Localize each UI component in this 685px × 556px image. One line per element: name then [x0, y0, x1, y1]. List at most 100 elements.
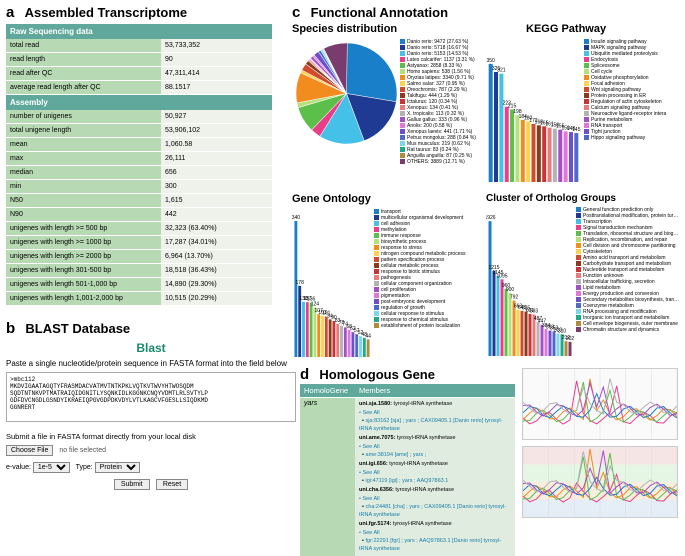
blast-instruction: Paste a single nucleotide/protein sequen…: [6, 359, 296, 368]
member-link[interactable]: • fgr:22291 [fgr] ; yars ; AAQ97863.1 [D…: [359, 537, 511, 553]
evalue-select[interactable]: 1e-5: [33, 462, 70, 473]
member-row: uni.sja.1580: tyrosyl-tRNA synthetase: [359, 400, 511, 408]
table-row: total read53,733,352: [6, 39, 272, 53]
see-all-link[interactable]: • See All: [359, 529, 511, 537]
row-label: number of unigenes: [6, 110, 161, 123]
no-file-text: no file selected: [59, 447, 106, 454]
row-label: N50: [6, 194, 161, 207]
row-value: 1,615: [161, 194, 272, 207]
kegg-bars: 3503263212232151981841801721681651611581…: [486, 35, 581, 185]
species-cell: Species distribution Danio rerio: 9472 (…: [292, 23, 486, 193]
table-row: unigenes with length >= 500 bp32,323 (63…: [6, 222, 272, 236]
row-value: 26,111: [161, 152, 272, 165]
row-label: total read: [6, 39, 161, 52]
row-value: 53,906,102: [161, 124, 272, 137]
svg-text:792: 792: [510, 295, 519, 301]
member-row: uni.igi.656: tyrosyl-tRNA synthetase: [359, 460, 511, 468]
panel-c: c Functional Annotation Species distribu…: [292, 4, 680, 363]
type-label: Type:: [76, 464, 93, 471]
section-header: Assembly: [6, 95, 272, 110]
species-title: Species distribution: [292, 23, 486, 35]
member-link[interactable]: • cha:24481 [cha] ; yars ; CAX09405.1 [D…: [359, 503, 511, 519]
row-value: 656: [161, 166, 272, 179]
row-value: 47,311,414: [161, 67, 272, 80]
species-pie: [294, 41, 399, 146]
legend-item: establishment of protein localization: [374, 323, 486, 329]
homolog-table: HomoloGene Members yars uni.sja.1580: ty…: [300, 384, 515, 556]
row-label: N90: [6, 208, 161, 221]
table-row: total unigene length53,906,102: [6, 124, 272, 138]
hg-col2: Members: [355, 384, 515, 397]
table-row: unigenes with length 1,001-2,000 bp10,51…: [6, 292, 272, 306]
row-value: 90: [161, 53, 272, 66]
table-row: median656: [6, 166, 272, 180]
svg-text:350: 350: [487, 58, 496, 64]
panel-b-label: b: [6, 320, 15, 337]
svg-text:1095: 1095: [496, 273, 507, 279]
member-link[interactable]: • igi:47119 [igi] ; yars ; AAQ97863.1: [359, 477, 511, 485]
sequence-input[interactable]: [6, 372, 296, 422]
svg-text:900: 900: [506, 287, 515, 293]
row-label: unigenes with length >= 2000 bp: [6, 250, 161, 263]
choose-file-button[interactable]: Choose File: [6, 445, 53, 456]
row-label: unigenes with length 501-1,000 bp: [6, 278, 161, 291]
member-link[interactable]: • sja:83162 [sja] ; yars ; CAX09405.1 [D…: [359, 417, 511, 433]
row-value: 1,060.58: [161, 138, 272, 151]
go-legend: transportmulticellular organismal develo…: [374, 209, 486, 329]
member-row: uni.fgr.5174: tyrosyl-tRNA synthetase: [359, 520, 511, 528]
row-value: 442: [161, 208, 272, 221]
table-row: unigenes with length 301-500 bp18,518 (3…: [6, 264, 272, 278]
svg-text:310: 310: [558, 328, 567, 334]
section-header: Raw Sequencing data: [6, 24, 272, 39]
row-label: median: [6, 166, 161, 179]
type-select[interactable]: Protein: [95, 462, 140, 473]
svg-text:178: 178: [296, 280, 305, 286]
row-value: 10,515 (20.29%): [161, 292, 272, 305]
row-label: max: [6, 152, 161, 165]
reset-button[interactable]: Reset: [156, 479, 188, 490]
svg-text:593: 593: [530, 308, 539, 314]
row-value: 18,518 (36.43%): [161, 264, 272, 277]
row-value: 50,927: [161, 110, 272, 123]
expression-chart-1: [522, 368, 678, 440]
legend-item: OTHERS: 3889 (12.71 %): [400, 159, 485, 165]
expression-chart-2: [522, 446, 678, 518]
row-value: 14,890 (29.30%): [161, 278, 272, 291]
see-all-link[interactable]: • See All: [359, 495, 511, 503]
go-title: Gene Ontology: [292, 193, 486, 205]
see-all-link[interactable]: • See All: [359, 469, 511, 477]
panel-c-title: Functional Annotation: [311, 5, 448, 20]
row-value: 53,733,352: [161, 39, 272, 52]
member-link[interactable]: • ame:38194 [ame] ; yars ;: [359, 451, 511, 459]
submit-button[interactable]: Submit: [114, 479, 150, 490]
row-label: unigenes with length >= 1000 bp: [6, 236, 161, 249]
legend-item: Chromatin structure and dynamics: [576, 327, 680, 333]
row-label: unigenes with length 301-500 bp: [6, 264, 161, 277]
member-row: uni.ame.7075: tyrosyl-tRNA synthetase: [359, 434, 511, 442]
svg-text:340: 340: [292, 215, 300, 221]
species-legend: Danio rerio: 9472 (27.63 %)Danio rerio: …: [400, 39, 485, 165]
cog-cell: Cluster of Ortholog Groups 1926121511451…: [486, 193, 680, 363]
svg-text:321: 321: [497, 68, 506, 74]
kegg-cell: KEGG Pathway 350326321223215198184180172…: [486, 23, 680, 193]
svg-text:202: 202: [566, 336, 574, 342]
cog-title: Cluster of Ortholog Groups: [486, 193, 680, 204]
go-cell: Gene Ontology 34017813813713612410710310…: [292, 193, 486, 363]
panel-d-label: d: [300, 366, 309, 383]
see-all-link[interactable]: • See All: [359, 409, 511, 417]
see-all-link[interactable]: • See All: [359, 443, 511, 451]
panel-a-title: Assembled Transcriptome: [25, 5, 188, 20]
row-value: 32,323 (63.40%): [161, 222, 272, 235]
row-label: unigenes with length >= 500 bp: [6, 222, 161, 235]
row-label: unigenes with length 1,001-2,000 bp: [6, 292, 161, 305]
row-label: read after QC: [6, 67, 161, 80]
row-label: average read length after QC: [6, 81, 161, 94]
upload-instruction: Submit a file in FASTA format directly f…: [6, 432, 296, 441]
row-label: read length: [6, 53, 161, 66]
go-bars: 3401781381371361241071031019490837874686…: [292, 205, 372, 360]
cog-bars: 1926121511451095960900792663645635601593…: [486, 204, 574, 359]
panel-b: b BLAST Database Blast Paste a single nu…: [6, 320, 296, 490]
kegg-title: KEGG Pathway: [526, 23, 680, 35]
svg-text:1926: 1926: [486, 215, 496, 221]
table-row: unigenes with length 501-1,000 bp14,890 …: [6, 278, 272, 292]
